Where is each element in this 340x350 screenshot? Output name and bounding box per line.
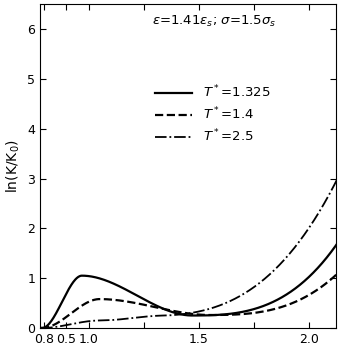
$T^*$=1.4 bbox=[39, 326, 43, 330]
$T^*$=2.5 bbox=[173, 313, 177, 317]
$T^*$=2.5 bbox=[39, 326, 43, 330]
$T^*$=1.325 bbox=[237, 310, 241, 315]
$T^*$=2.5 bbox=[91, 318, 96, 323]
$T^*$=1.4 bbox=[115, 298, 119, 302]
Y-axis label: ln(K/K$_0$): ln(K/K$_0$) bbox=[4, 139, 21, 193]
$T^*$=1.325 bbox=[173, 311, 177, 315]
$T^*$=1.4 bbox=[91, 298, 96, 302]
$T^*$=1.4 bbox=[237, 312, 241, 316]
$T^*$=2.5 bbox=[115, 317, 119, 322]
$T^*$=1.325 bbox=[262, 303, 267, 308]
$T^*$=2.5 bbox=[336, 175, 340, 180]
$T^*$=1.4 bbox=[214, 313, 218, 317]
Line: $T^*$=1.4: $T^*$=1.4 bbox=[41, 273, 338, 328]
$T^*$=2.5 bbox=[214, 304, 218, 309]
$T^*$=1.325 bbox=[336, 240, 340, 245]
$T^*$=2.5 bbox=[237, 294, 241, 299]
Line: $T^*$=2.5: $T^*$=2.5 bbox=[41, 177, 338, 328]
Legend: $T^*$=1.325, $T^*$=1.4, $T^*$=2.5: $T^*$=1.325, $T^*$=1.4, $T^*$=2.5 bbox=[150, 79, 276, 150]
$T^*$=1.325 bbox=[39, 326, 43, 330]
Text: $\varepsilon$=1.41$\varepsilon_s$; $\sigma$=1.5$\sigma_s$: $\varepsilon$=1.41$\varepsilon_s$; $\sig… bbox=[152, 14, 277, 29]
$T^*$=1.4 bbox=[173, 309, 177, 313]
$T^*$=2.5 bbox=[262, 277, 267, 281]
$T^*$=1.4 bbox=[336, 271, 340, 275]
$T^*$=1.325 bbox=[91, 275, 96, 279]
$T^*$=1.325 bbox=[214, 313, 218, 317]
$T^*$=1.4 bbox=[262, 309, 267, 313]
Line: $T^*$=1.325: $T^*$=1.325 bbox=[41, 243, 338, 328]
$T^*$=1.325 bbox=[115, 283, 119, 287]
